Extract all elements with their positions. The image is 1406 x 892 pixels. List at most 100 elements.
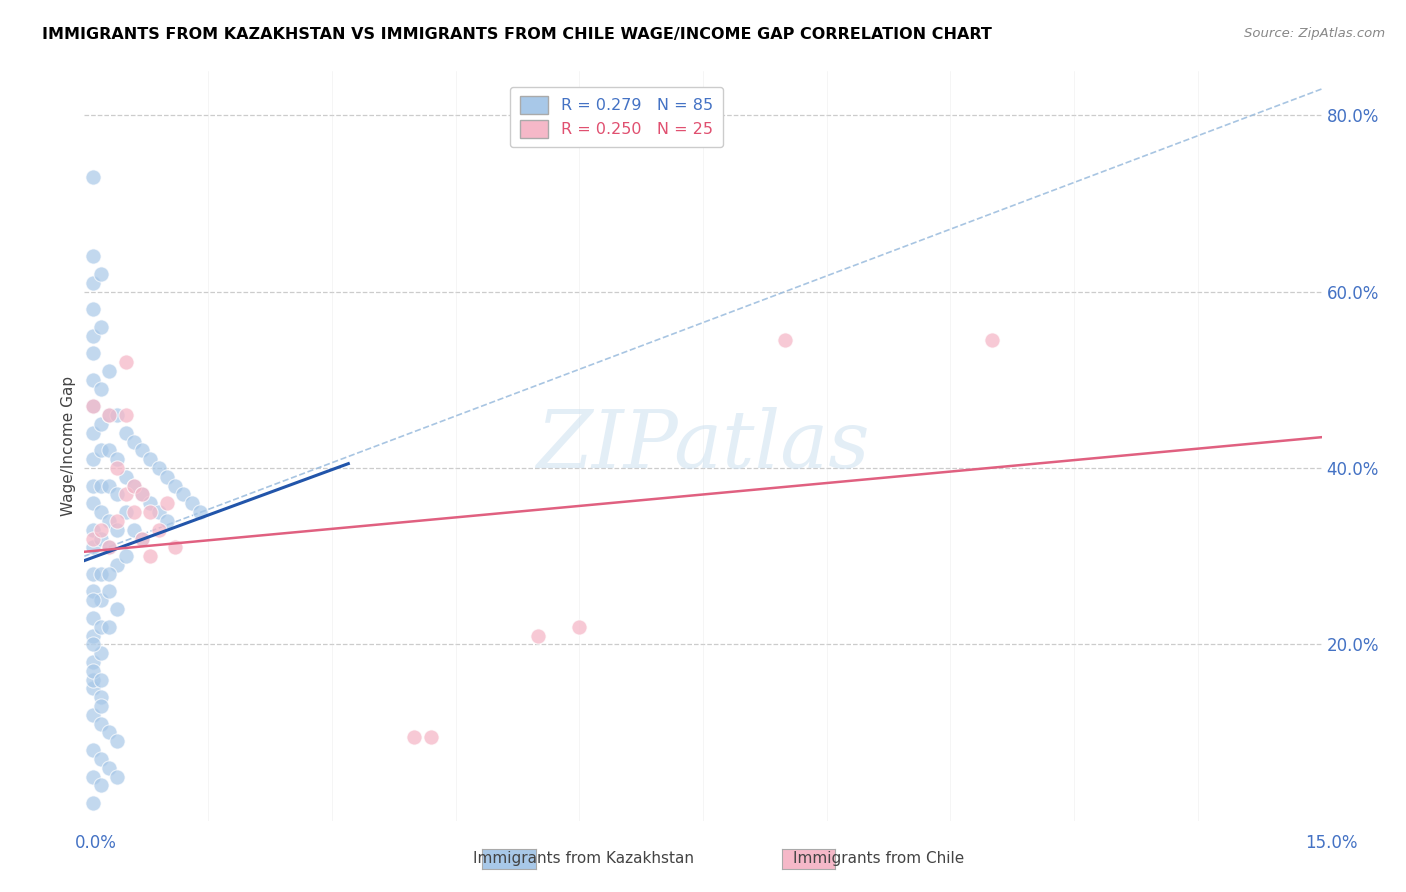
Point [139,452,162,467]
Point [98,620,121,634]
Point [114,408,136,422]
Point [156,470,179,484]
Point [82,170,104,185]
Point [105,452,128,467]
Point [82,664,104,678]
Point [90,478,112,492]
Point [82,425,104,440]
Point [172,487,194,501]
Point [82,276,104,290]
Point [90,523,112,537]
Point [90,382,112,396]
Point [156,514,179,528]
Point [105,770,128,784]
Point [90,566,112,581]
Point [98,566,121,581]
Point [98,584,121,599]
Point [568,620,591,634]
Point [82,628,104,642]
Point [90,532,112,546]
Text: 0.0%: 0.0% [75,834,117,852]
Point [122,478,145,492]
Point [105,487,128,501]
Point [82,743,104,757]
Point [131,487,153,501]
Point [82,655,104,669]
Point [148,505,170,519]
Point [139,505,162,519]
Point [122,505,145,519]
Point [82,566,104,581]
Point [82,496,104,510]
Point [82,373,104,387]
Point [122,434,145,449]
Point [131,443,153,458]
Point [122,523,145,537]
Point [82,328,104,343]
Point [82,400,104,414]
Text: Source: ZipAtlas.com: Source: ZipAtlas.com [1244,27,1385,40]
Point [82,584,104,599]
Point [775,333,797,347]
Point [90,646,112,660]
Point [90,320,112,334]
Point [82,770,104,784]
Point [90,443,112,458]
Point [90,699,112,714]
Point [165,541,187,555]
Point [82,707,104,722]
Text: Immigrants from Kazakhstan: Immigrants from Kazakhstan [472,851,695,865]
Point [98,443,121,458]
Point [90,752,112,766]
Legend: R = 0.279   N = 85, R = 0.250   N = 25: R = 0.279 N = 85, R = 0.250 N = 25 [510,87,723,147]
Point [980,333,1002,347]
Point [131,532,153,546]
Point [122,478,145,492]
Point [105,602,128,616]
Point [105,523,128,537]
Point [105,461,128,475]
Point [82,250,104,264]
Point [139,549,162,564]
Point [90,778,112,792]
Point [82,478,104,492]
Point [404,730,426,744]
Point [105,514,128,528]
Point [90,673,112,687]
Point [82,400,104,414]
Point [82,796,104,810]
Point [98,478,121,492]
Point [82,637,104,651]
Point [114,470,136,484]
Point [82,532,104,546]
Point [90,267,112,281]
Point [131,487,153,501]
Point [98,725,121,739]
Point [90,620,112,634]
Point [82,681,104,696]
Point [90,690,112,705]
Point [82,541,104,555]
Point [188,505,211,519]
Point [82,523,104,537]
Point [105,408,128,422]
Point [98,408,121,422]
Point [90,593,112,607]
Point [90,505,112,519]
Point [98,541,121,555]
Point [105,734,128,748]
Point [148,523,170,537]
Point [114,549,136,564]
Point [105,558,128,572]
Point [98,761,121,775]
Point [148,461,170,475]
Point [114,487,136,501]
Point [114,355,136,369]
Text: Immigrants from Chile: Immigrants from Chile [793,851,965,865]
Point [98,408,121,422]
Point [131,532,153,546]
Y-axis label: Wage/Income Gap: Wage/Income Gap [60,376,76,516]
Text: IMMIGRANTS FROM KAZAKHSTAN VS IMMIGRANTS FROM CHILE WAGE/INCOME GAP CORRELATION : IMMIGRANTS FROM KAZAKHSTAN VS IMMIGRANTS… [42,27,993,42]
Point [98,541,121,555]
Point [82,673,104,687]
